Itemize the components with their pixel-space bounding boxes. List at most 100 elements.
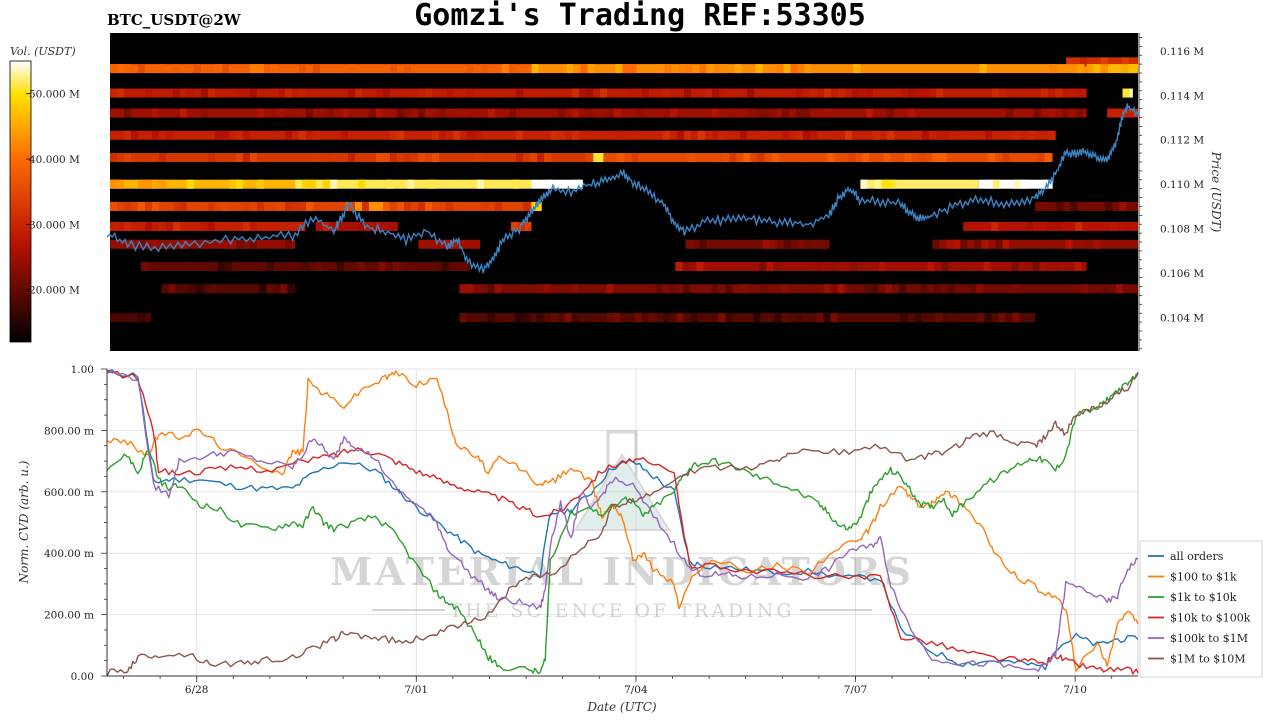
heatmap-cell	[691, 130, 698, 140]
heatmap-cell	[932, 239, 940, 249]
heatmap-cell	[399, 261, 407, 271]
cvd-y-tick-label: 200.00 m	[44, 610, 94, 622]
heatmap-band	[860, 179, 979, 189]
heatmap-cell	[687, 153, 695, 163]
heatmap-cell	[330, 179, 338, 189]
heatmap-cell	[648, 284, 656, 294]
heatmap-cell	[606, 313, 614, 323]
heatmap-cell	[201, 108, 208, 118]
cvd-x-tick-label: 7/10	[1063, 684, 1087, 696]
heatmap-cell	[684, 88, 691, 98]
heatmap-cell	[685, 239, 693, 249]
heatmap-cell	[522, 313, 530, 323]
price-tick-label: 0.106 M	[1160, 268, 1204, 280]
heatmap-cell	[1062, 88, 1069, 98]
heatmap-cell	[837, 284, 845, 294]
heatmap-cell	[124, 153, 131, 163]
heatmap-cell	[376, 108, 383, 118]
heatmap-cell	[1128, 64, 1136, 74]
heatmap-cell	[210, 284, 218, 294]
heatmap-cell	[657, 64, 665, 74]
price-tick-label: 0.112 M	[1160, 135, 1204, 147]
heatmap-cell	[698, 130, 705, 140]
heatmap-cell	[243, 88, 250, 98]
heatmap-cell	[712, 108, 719, 118]
colorbar-tick-label: 20.000 M	[29, 285, 80, 297]
heatmap-cell	[362, 201, 369, 211]
heatmap-cell	[494, 284, 502, 294]
heatmap-cell	[864, 284, 872, 294]
heatmap-cell	[622, 64, 630, 74]
heatmap-background	[110, 33, 1138, 351]
watermark-logo-triangle	[573, 453, 671, 531]
heatmap-cell	[357, 221, 365, 231]
heatmap-cell	[981, 239, 989, 249]
heatmap-cell	[976, 284, 984, 294]
heatmap-cell	[887, 130, 894, 140]
heatmap-cell	[208, 88, 215, 98]
heatmap-cell	[306, 108, 313, 118]
heatmap-cell	[383, 88, 390, 98]
heatmap-cell	[531, 64, 539, 74]
watermark-logo-frame	[606, 430, 638, 479]
watermark-subtext: THE SCIENCE OF TRADING	[449, 600, 794, 622]
heatmap-panel: 0.104 M 0.106 M 0.108 M 0.110 M 0.112 M 0.114…	[106, 33, 1223, 351]
heatmap-cell	[823, 284, 831, 294]
legend-label: $100k to $1M	[1170, 632, 1248, 645]
heatmap-cell	[285, 130, 292, 140]
heatmap-cell	[1011, 284, 1019, 294]
heatmap-cell	[797, 239, 805, 249]
heatmap-cell	[908, 88, 915, 98]
heatmap-cell	[628, 88, 635, 98]
heatmap-cell	[600, 88, 607, 98]
heatmap-cell	[607, 108, 614, 118]
heatmap-cell	[922, 130, 929, 140]
heatmap-cell	[1070, 201, 1078, 211]
heatmap-cell	[729, 153, 737, 163]
heatmap-cell	[418, 88, 425, 98]
heatmap-cell	[936, 88, 943, 98]
heatmap-cell	[250, 153, 257, 163]
heatmap-cell	[852, 88, 859, 98]
heatmap-cell	[313, 64, 320, 74]
heatmap-cell	[719, 130, 726, 140]
heatmap-cell	[278, 108, 285, 118]
heatmap-cell	[915, 130, 922, 140]
heatmap-cell	[1013, 130, 1020, 140]
heatmap-cell	[871, 284, 879, 294]
heatmap-cell	[302, 179, 310, 189]
heatmap-cell	[502, 64, 509, 74]
heatmap-cell	[201, 239, 208, 249]
heatmap-cell	[196, 284, 204, 294]
heatmap-cell	[960, 239, 968, 249]
heatmap-cell	[1110, 221, 1118, 231]
heatmap-cell	[432, 130, 439, 140]
heatmap-cell	[750, 153, 758, 163]
heatmap-cell	[974, 239, 982, 249]
heatmap-cell	[1076, 108, 1083, 118]
heatmap-cell	[537, 153, 544, 163]
heatmap-cell	[404, 64, 411, 74]
heatmap-cell	[699, 64, 707, 74]
heatmap-cell	[271, 88, 278, 98]
heatmap-cell	[152, 179, 159, 189]
heatmap-cell	[613, 313, 621, 323]
heatmap-cell	[467, 64, 474, 74]
legend: all orders $100 to $1k $1k to $10k $10k to …	[1139, 540, 1263, 678]
heatmap-cell	[166, 130, 173, 140]
heatmap-cell	[187, 179, 194, 189]
heatmap-cell	[703, 261, 711, 271]
heatmap-cell	[699, 239, 707, 249]
heatmap-cell	[1086, 64, 1094, 74]
heatmap-cell	[1013, 179, 1021, 189]
heatmap-cell	[883, 153, 891, 163]
heatmap-cell	[420, 261, 428, 271]
heatmap-cell	[432, 239, 440, 249]
heatmap-cell	[124, 221, 131, 231]
heatmap-cell	[516, 153, 523, 163]
cvd-panel: MATERIAL INDICATORS THE SCIENCE OF TRADI…	[17, 364, 1263, 714]
heatmap-cell	[573, 179, 581, 189]
heatmap-cell	[459, 284, 467, 294]
heatmap-cell	[495, 201, 502, 211]
heatmap-cell	[1027, 88, 1034, 98]
